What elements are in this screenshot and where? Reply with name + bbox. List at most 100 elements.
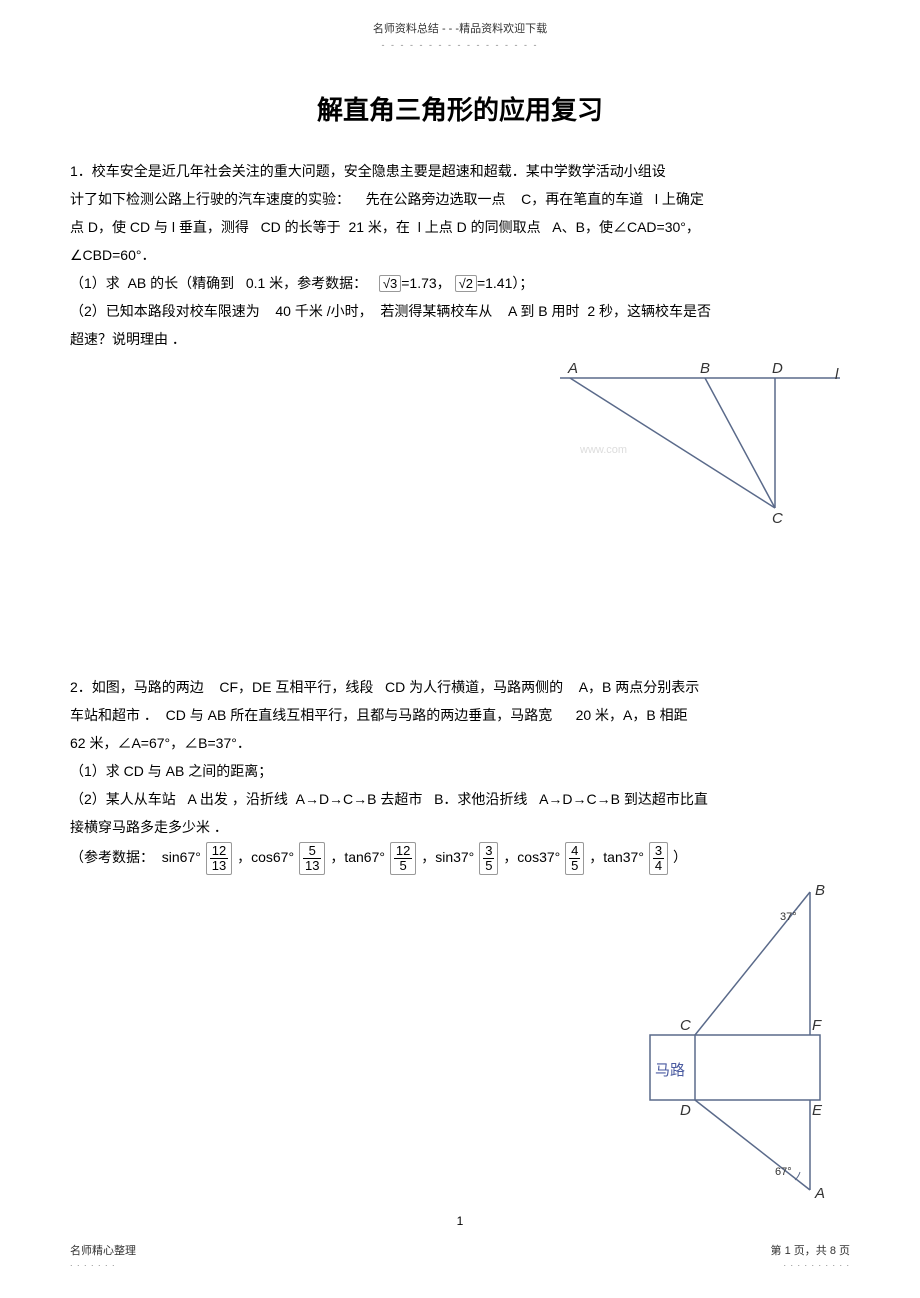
- den: 4: [653, 859, 664, 873]
- text: CD 的长等于: [261, 219, 341, 235]
- text: B．求他沿折线: [434, 791, 527, 807]
- text: sin67°: [162, 849, 201, 865]
- p2-q2f: 接横穿马路多走多少米 ．: [70, 813, 850, 841]
- p2-q1: （1）求 CD 与 AB 之间的距离；: [70, 757, 850, 785]
- num: 12: [394, 844, 412, 859]
- text: 20 米，A，B 相距: [576, 707, 688, 723]
- text: A→D→C→B 去超市: [296, 791, 423, 807]
- frac-5-13: 513: [299, 842, 325, 876]
- text: ，cos67°: [237, 849, 294, 865]
- p2-ref: （参考数据： sin67° 1213 ，cos67° 513 ，tan67° 1…: [70, 841, 850, 875]
- sqrt-val: 2: [466, 276, 473, 291]
- footer-left-text: 名师精心整理: [70, 1242, 136, 1258]
- p2-line3: 62 米，∠A=67°，∠B=37°．: [70, 729, 850, 757]
- p1-q2f: 超速？说明理由 ．: [70, 325, 850, 353]
- text: 2．如图，马路的两边: [70, 679, 204, 695]
- label-c: C: [680, 1017, 691, 1034]
- figure-1-container: A B D l C www.com: [70, 363, 850, 533]
- num: 3: [483, 844, 494, 859]
- footer-left-dots: . . . . . . .: [70, 1258, 136, 1268]
- text: A、B，使∠CAD=30°，: [552, 219, 700, 235]
- p1-q1: （1）求 AB 的长（精确到 0.1 米，参考数据： √3=1.73， √2=1…: [70, 269, 850, 297]
- text: A→D→C→B 到达超市比直: [539, 791, 708, 807]
- den: 13: [303, 859, 321, 873]
- sqrt-val: 3: [390, 276, 397, 291]
- text: 先在公路旁边选取一点: [366, 191, 506, 207]
- text: AB 的长（精确到: [128, 275, 235, 291]
- label-b: B: [815, 882, 825, 899]
- text: A 到 B 用时: [508, 303, 580, 319]
- num: 3: [653, 844, 664, 859]
- line-bc: [705, 378, 775, 508]
- text: 若测得某辆校车从: [380, 303, 492, 319]
- header-note: 名师资料总结 - - -精品资料欢迎下载: [70, 20, 850, 36]
- label-d: D: [772, 363, 783, 377]
- text: ，tan67°: [330, 849, 385, 865]
- text: 2 秒，这辆校车是否: [587, 303, 711, 319]
- text: A 出发 ，沿折线: [187, 791, 287, 807]
- text: 0.1 米，参考数据：: [246, 275, 367, 291]
- text: 点 D，使 CD 与 l 垂直，测得: [70, 219, 249, 235]
- den: 5: [483, 859, 494, 873]
- frac-3-4: 34: [649, 842, 668, 876]
- label-a: A: [567, 363, 578, 377]
- text: 车站和超市 ．: [70, 707, 158, 723]
- label-f: F: [812, 1017, 822, 1034]
- footer-right: 第 1 页，共 8 页 . . . . . . . . . .: [771, 1242, 850, 1268]
- footer-right-dots: . . . . . . . . . .: [771, 1258, 850, 1268]
- text: 40 千米 /小时，: [275, 303, 372, 319]
- text: CF，DE 互相平行，线段: [219, 679, 373, 695]
- problem-2: 2．如图，马路的两边 CF，DE 互相平行，线段 CD 为人行横道，马路两侧的 …: [70, 673, 850, 875]
- text: ，sin37°: [421, 849, 474, 865]
- label-d: D: [680, 1102, 691, 1119]
- sqrt-2: √2: [455, 275, 477, 292]
- text: C，再在笔直的车道: [521, 191, 643, 207]
- sqrt-3: √3: [379, 275, 401, 292]
- num: 4: [569, 844, 580, 859]
- text: =1.73，: [401, 275, 450, 291]
- text: =1.41）；: [477, 275, 533, 291]
- text: （2）某人从车站: [70, 791, 176, 807]
- figure-1: A B D l C www.com: [550, 363, 850, 533]
- text: ）: [673, 849, 687, 865]
- p2-line1: 2．如图，马路的两边 CF，DE 互相平行，线段 CD 为人行横道，马路两侧的 …: [70, 673, 850, 701]
- line-ad: [695, 1100, 810, 1190]
- text: ，tan37°: [589, 849, 644, 865]
- label-l: l: [835, 366, 839, 383]
- watermark: www.com: [579, 444, 627, 456]
- den: 5: [394, 859, 412, 873]
- label-c: C: [772, 510, 783, 527]
- text: CD 为人行横道，马路两侧的: [385, 679, 563, 695]
- footer-right-text: 第 1 页，共 8 页: [771, 1242, 850, 1258]
- frac-4-5: 45: [565, 842, 584, 876]
- text: （1）求: [70, 275, 120, 291]
- num: 12: [210, 844, 228, 859]
- header-dots: - - - - - - - - - - - - - - - - -: [70, 40, 850, 50]
- p2-q2: （2）某人从车站 A 出发 ，沿折线 A→D→C→B 去超市 B．求他沿折线 A…: [70, 785, 850, 813]
- figure-2: B C F D E A 马路 37° 67°: [640, 880, 830, 1210]
- label-road: 马路: [655, 1062, 685, 1079]
- problem-1: 1．校车安全是近几年社会关注的重大问题，安全隐患主要是超速和超载．某中学数学活动…: [70, 157, 850, 353]
- label-angle67: 67°: [775, 1166, 792, 1178]
- text: （参考数据：: [70, 849, 154, 865]
- p1-line3: 点 D，使 CD 与 l 垂直，测得 CD 的长等于 21 米，在 l 上点 D…: [70, 213, 850, 241]
- text: l 上确定: [655, 191, 704, 207]
- line-ac: [570, 378, 775, 508]
- label-a: A: [814, 1185, 825, 1202]
- text: A，B 两点分别表示: [579, 679, 700, 695]
- frac-12-13: 1213: [206, 842, 232, 876]
- num: 5: [303, 844, 321, 859]
- label-e: E: [812, 1102, 823, 1119]
- frac-12-5: 125: [390, 842, 416, 876]
- text: 计了如下检测公路上行驶的汽车速度的实验：: [70, 191, 350, 207]
- text: 21 米，在: [348, 219, 409, 235]
- den: 5: [569, 859, 580, 873]
- p1-line2: 计了如下检测公路上行驶的汽车速度的实验： 先在公路旁边选取一点 C，再在笔直的车…: [70, 185, 850, 213]
- p2-line2: 车站和超市 ． CD 与 AB 所在直线互相平行，且都与马路的两边垂直，马路宽 …: [70, 701, 850, 729]
- p1-line4: ∠CBD=60°．: [70, 241, 850, 269]
- page-title: 解直角三角形的应用复习: [70, 90, 850, 127]
- text: ，cos37°: [503, 849, 560, 865]
- footer-left: 名师精心整理 . . . . . . .: [70, 1242, 136, 1268]
- angle-a-arc: [795, 1172, 800, 1180]
- figure-2-container: B C F D E A 马路 37° 67°: [70, 880, 830, 1210]
